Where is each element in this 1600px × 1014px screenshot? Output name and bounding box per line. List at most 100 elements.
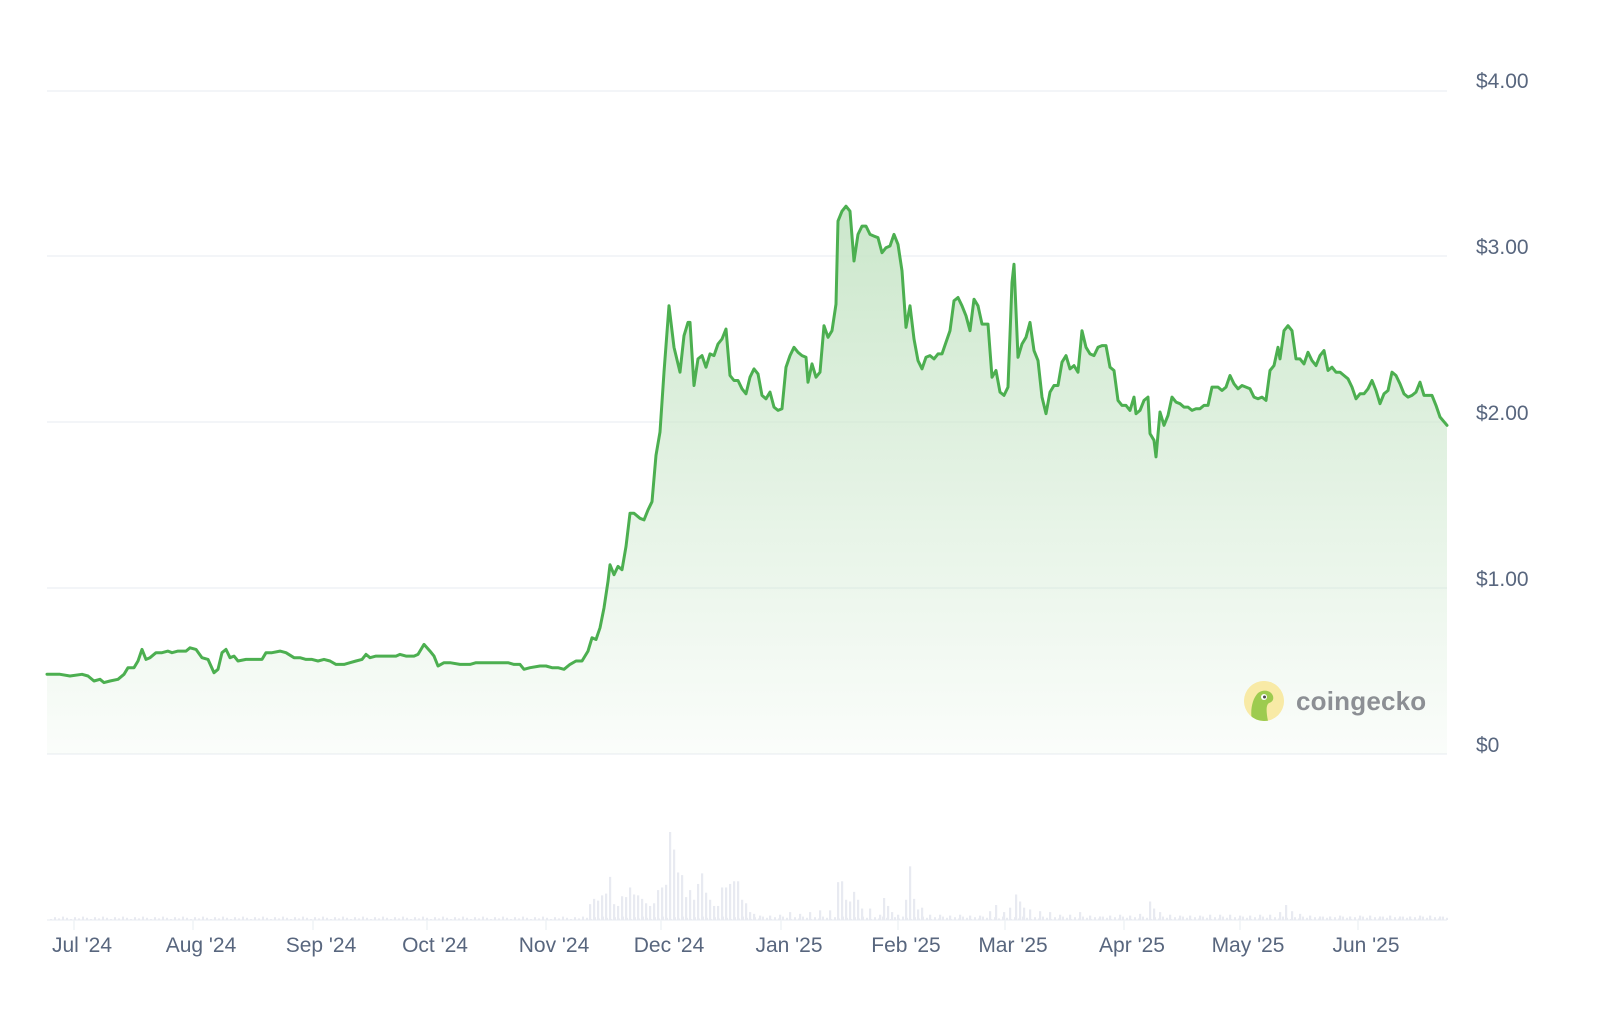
volume-bar [178,918,180,920]
volume-bar [946,917,948,920]
volume-bar [1106,917,1108,920]
volume-bar [1023,907,1026,920]
volume-bar [633,894,636,920]
y-tick-label: $3.00 [1476,236,1529,259]
volume-bar [949,915,952,920]
volume-bar [578,918,580,920]
volume-bar [641,898,644,920]
volume-bar [418,918,420,920]
volume-bar [562,916,564,920]
volume-bar [605,893,608,920]
volume-bar [1309,915,1312,920]
volume-bar [230,919,232,920]
volume-bar [913,898,916,920]
volume-bar [262,916,264,920]
volume-bar [1374,917,1376,920]
volume-bar [422,916,424,920]
volume-bar [158,918,160,920]
volume-bar [705,892,708,920]
volume-bar [206,917,208,920]
volume-bar [362,916,364,920]
volume-bar [130,919,132,920]
volume-bar [701,873,704,920]
volume-bar [398,918,400,920]
volume-bar [1019,901,1022,920]
volume-bar [506,917,508,920]
volume-bar [857,899,860,920]
volume-bar [186,917,188,920]
volume-bar [110,919,112,920]
volume-bar [1034,917,1036,920]
volume-bar [50,919,52,920]
volume-bar [879,914,882,920]
volume-bar [782,916,784,920]
volume-bar [1439,916,1442,920]
volume-bar [482,916,484,920]
volume-bar [822,916,824,920]
volume-bar [849,901,852,920]
volume-bar [1029,909,1032,920]
volume-bar [1409,916,1412,920]
volume-bar [1069,914,1072,920]
volume-bar [1169,914,1172,920]
volume-bar [1153,908,1156,920]
volume-bar [182,916,184,920]
volume-bar [897,914,900,920]
x-tick-label: Sep '24 [285,934,357,957]
volume-bar [845,899,848,920]
volume-bar [218,918,220,920]
volume-bar [866,917,868,920]
volume-bar [486,917,488,920]
volume-bar [1334,917,1336,920]
volume-bar [995,905,998,920]
volume-bar [1015,894,1018,920]
volume-bar [669,832,672,920]
volume-bar [1134,917,1136,920]
volume-bar [1406,917,1408,920]
y-tick-label: $4.00 [1476,70,1529,93]
volume-bar [905,899,908,920]
volume-bar [330,919,332,920]
volume-bar [1129,915,1132,920]
volume-bar [1274,917,1276,920]
volume-bar [222,916,224,920]
volume-bar [762,916,764,920]
volume-bar [625,897,628,920]
volume-bar [1054,917,1056,920]
volume-bar [998,918,1000,920]
volume-bar [989,911,992,920]
volume-bar [282,916,284,920]
volume-bar [94,917,96,920]
volume-bar [522,916,524,920]
volume-bar [1382,916,1384,920]
volume-bar [794,917,796,920]
volume-bar [629,887,632,920]
volume-bar [769,915,772,920]
volume-bar [665,884,668,920]
volume-bar [338,918,340,920]
volume-bar [1109,915,1112,920]
volume-bar [450,919,452,920]
volume-bar [550,919,552,920]
volume-bar [298,918,300,920]
volume-bar [673,849,676,920]
volume-bar [366,917,368,920]
volume-bar [254,917,256,920]
volume-bar [986,917,988,920]
volume-bar [853,891,856,920]
volume-bar [759,915,762,920]
volume-bar [939,914,942,920]
volume-bar [1246,917,1248,920]
volume-bar [693,899,696,920]
volume-bar [657,890,660,920]
volume-bar [1142,916,1144,920]
volume-bar [1162,916,1164,920]
volume-bar [1066,917,1068,920]
volume-bar [542,916,544,920]
volume-bar [474,917,476,920]
volume-bar [202,916,204,920]
volume-bar [645,903,648,920]
volume-bar [246,917,248,920]
